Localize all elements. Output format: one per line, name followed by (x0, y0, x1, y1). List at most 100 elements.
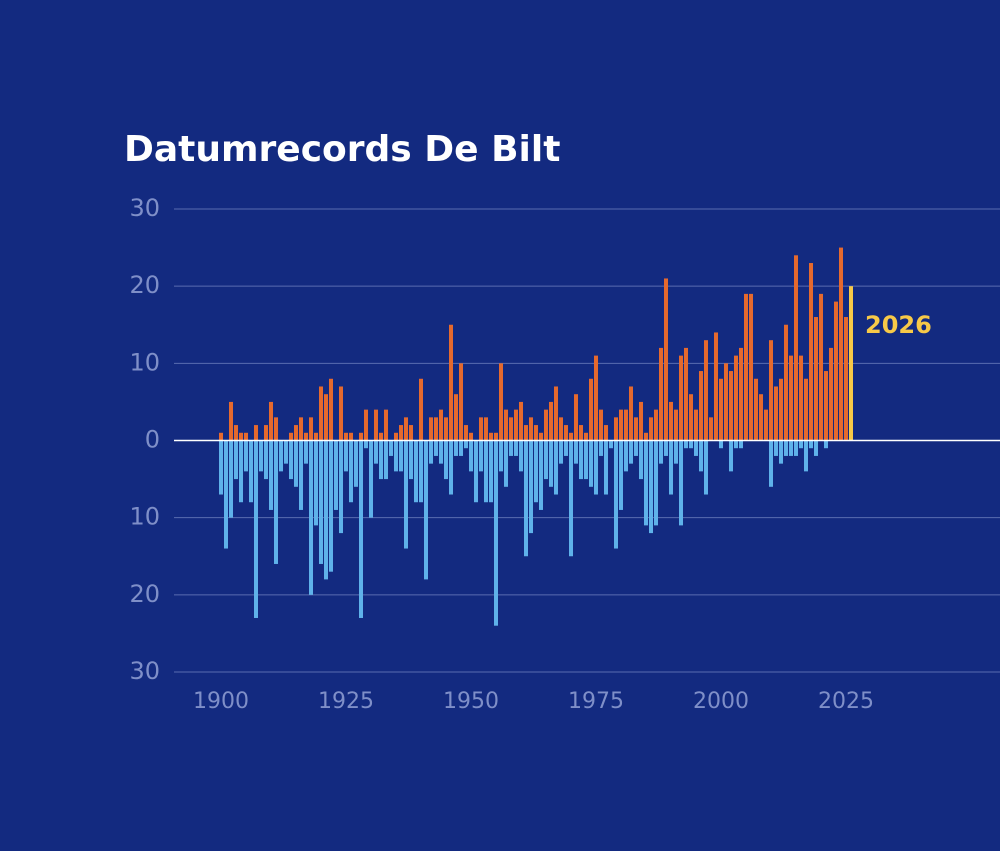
bar (429, 417, 433, 441)
bar (639, 440, 643, 480)
bar (284, 440, 288, 464)
bar (494, 440, 498, 626)
bar (694, 440, 698, 456)
bar (439, 440, 443, 464)
bar (719, 440, 723, 449)
bar (389, 440, 393, 456)
bar (414, 440, 418, 503)
bar (814, 317, 818, 441)
bar (454, 440, 458, 456)
bar (804, 440, 808, 472)
bar (329, 378, 333, 441)
bar (324, 440, 328, 580)
bar (274, 440, 278, 564)
bar (479, 440, 483, 472)
bar (564, 440, 568, 456)
bar (399, 440, 403, 472)
bar (604, 425, 608, 441)
bar (359, 432, 363, 441)
bar (294, 425, 298, 441)
bar (684, 347, 688, 441)
y-tick-label: 0 (145, 426, 160, 454)
bar (634, 417, 638, 441)
bar (259, 440, 263, 472)
bar (234, 440, 238, 480)
chart-title: Datumrecords De Bilt (124, 129, 560, 170)
bar (539, 440, 543, 510)
bar (809, 440, 813, 449)
bar (799, 355, 803, 441)
bar (229, 401, 233, 441)
bar (614, 417, 618, 441)
x-tick-label: 1950 (443, 689, 499, 714)
bar (804, 378, 808, 441)
bar (459, 363, 463, 441)
bar (589, 440, 593, 487)
bar (679, 440, 683, 526)
bar (559, 440, 563, 464)
bar (629, 440, 633, 464)
bar (644, 432, 648, 441)
bar (539, 432, 543, 441)
bar (829, 347, 833, 441)
bar (419, 440, 423, 503)
bar (524, 440, 528, 557)
bar (509, 440, 513, 456)
bar (364, 409, 368, 441)
bar (409, 440, 413, 480)
bar (464, 425, 468, 441)
bar (524, 425, 528, 441)
bar (479, 417, 483, 441)
bar (294, 440, 298, 487)
bar (369, 440, 373, 518)
bar (504, 440, 508, 487)
bar (784, 440, 788, 456)
bar (359, 440, 363, 618)
bar (674, 409, 678, 441)
bar (769, 340, 773, 441)
bar (729, 440, 733, 472)
bar (374, 440, 378, 464)
bar (244, 440, 248, 472)
bar (694, 409, 698, 441)
bar (679, 355, 683, 441)
bar (774, 440, 778, 456)
bar (319, 386, 323, 441)
bar (379, 440, 383, 480)
bar (729, 371, 733, 441)
bar (484, 417, 488, 441)
bar (624, 440, 628, 472)
bar (529, 417, 533, 441)
bar (439, 409, 443, 441)
bar (824, 371, 828, 441)
bar (289, 440, 293, 480)
bar (699, 440, 703, 472)
bar (629, 386, 633, 441)
y-tick-label: 30 (129, 194, 160, 222)
bar (724, 363, 728, 441)
bar (674, 440, 678, 464)
bar (534, 425, 538, 441)
bar (534, 440, 538, 503)
bar (384, 440, 388, 480)
bar (394, 440, 398, 472)
bar (649, 417, 653, 441)
bar (824, 440, 828, 449)
bar (499, 440, 503, 472)
bar (299, 440, 303, 510)
bar (299, 417, 303, 441)
bar (434, 417, 438, 441)
bar (734, 355, 738, 441)
bar (509, 417, 513, 441)
bar (794, 440, 798, 456)
bar (594, 355, 598, 441)
x-tick-label: 1975 (568, 689, 624, 714)
bar (469, 440, 473, 472)
bar (839, 247, 843, 441)
bar (309, 440, 313, 595)
bar (324, 394, 328, 441)
bar (314, 440, 318, 526)
bar (584, 440, 588, 480)
bar (444, 417, 448, 441)
